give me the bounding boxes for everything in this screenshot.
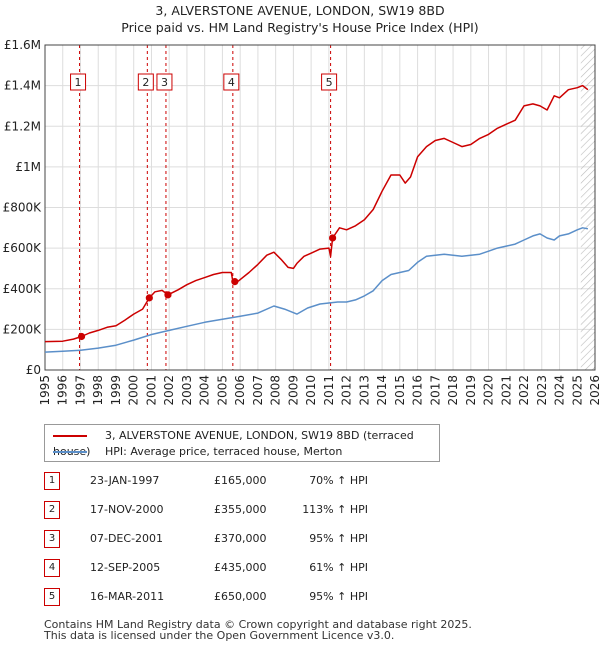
sale-hpi-change: 113% ↑ HPI xyxy=(302,503,368,516)
y-tick-label: £1.6M xyxy=(4,38,41,52)
x-tick-label: 2006 xyxy=(233,375,247,406)
y-tick-label: £200K xyxy=(3,322,43,336)
sale-row-5: 5 16-MAR-2011 £650,000 95% ↑ HPI xyxy=(44,588,464,617)
sale-row-2: 2 17-NOV-2000 £355,000 113% ↑ HPI xyxy=(44,501,464,530)
x-tick-label: 2025 xyxy=(570,375,584,406)
sale-price: £650,000 xyxy=(214,590,267,603)
x-tick-label: 2008 xyxy=(269,375,283,406)
sale-marker-box xyxy=(223,73,240,91)
x-tick-label: 2011 xyxy=(322,375,336,406)
sale-row-1: 1 23-JAN-1997 £165,000 70% ↑ HPI xyxy=(44,472,464,501)
sale-hpi-change: 95% ↑ HPI xyxy=(309,590,368,603)
sales-table: 1 23-JAN-1997 £165,000 70% ↑ HPI 2 17-NO… xyxy=(44,472,464,617)
sale-row-4: 4 12-SEP-2005 £435,000 61% ↑ HPI xyxy=(44,559,464,588)
x-tick-label: 2020 xyxy=(482,375,496,406)
x-tick-label: 2000 xyxy=(127,375,141,406)
hpi-line xyxy=(44,227,589,353)
legend-swatch-hpi xyxy=(53,451,87,453)
x-tick-label: 2003 xyxy=(180,375,194,406)
x-tick-label: 2021 xyxy=(499,375,513,406)
sale-point xyxy=(77,332,86,341)
sale-marker-box xyxy=(137,73,154,91)
sale-price: £355,000 xyxy=(214,503,267,516)
x-tick-label: 1998 xyxy=(91,375,105,406)
sale-marker-box xyxy=(70,73,87,91)
sale-point xyxy=(231,278,239,286)
y-tick-label: £1.2M xyxy=(4,119,41,133)
sale-date: 23-JAN-1997 xyxy=(90,474,160,487)
sale-marker-label: 3 xyxy=(161,76,168,89)
y-tick-label: £400K xyxy=(3,282,43,296)
sale-marker-label: 2 xyxy=(142,76,149,89)
chart-title-line1: 3, ALVERSTONE AVENUE, LONDON, SW19 8BD xyxy=(155,3,445,18)
x-tick-label: 2018 xyxy=(446,375,460,406)
property-price-line xyxy=(44,84,589,343)
x-tick-label: 2023 xyxy=(535,375,549,406)
sale-row-3: 3 07-DEC-2001 £370,000 95% ↑ HPI xyxy=(44,530,464,559)
chart-legend: 3, ALVERSTONE AVENUE, LONDON, SW19 8BD (… xyxy=(44,424,440,462)
footer-credits: Contains HM Land Registry data © Crown c… xyxy=(44,619,472,641)
y-tick-label: £1M xyxy=(15,160,41,174)
x-tick-label: 2007 xyxy=(251,375,265,406)
x-tick-label: 2004 xyxy=(198,375,212,406)
x-tick-label: 2019 xyxy=(464,375,478,406)
x-tick-label: 2012 xyxy=(340,375,354,406)
sale-point xyxy=(164,291,172,299)
x-tick-label: 2016 xyxy=(411,375,425,406)
sale-number-badge: 1 xyxy=(44,472,60,490)
footer-line2: This data is licensed under the Open Gov… xyxy=(44,629,395,642)
sale-number-badge: 3 xyxy=(44,530,60,548)
x-tick-label: 2022 xyxy=(517,375,531,406)
plot-frame xyxy=(44,44,596,371)
x-tick-label: 2017 xyxy=(428,375,442,406)
x-tick-label: 2001 xyxy=(144,375,158,406)
sale-hpi-change: 95% ↑ HPI xyxy=(309,532,368,545)
y-tick-label: £600K xyxy=(3,241,43,255)
sale-point xyxy=(145,294,153,302)
sale-date: 12-SEP-2005 xyxy=(90,561,161,574)
sale-date: 17-NOV-2000 xyxy=(90,503,164,516)
sale-date: 16-MAR-2011 xyxy=(90,590,165,603)
y-tick-label: £800K xyxy=(3,201,43,215)
sale-number-badge: 2 xyxy=(44,501,60,519)
x-tick-label: 2026 xyxy=(588,375,600,406)
footer-line1: Contains HM Land Registry data © Crown c… xyxy=(44,618,472,631)
sale-price: £370,000 xyxy=(214,532,267,545)
sale-number-badge: 4 xyxy=(44,559,60,577)
x-tick-label: 2002 xyxy=(162,375,176,406)
sale-point xyxy=(328,234,337,242)
x-tick-label: 1995 xyxy=(38,375,52,406)
x-tick-label: 2015 xyxy=(393,375,407,406)
sale-price: £435,000 xyxy=(214,561,267,574)
x-tick-label: 1996 xyxy=(56,375,70,406)
sale-marker-box xyxy=(321,73,338,91)
price-chart: 1 2 3 4 5£0£200K£400K£600K£800K£1M£1.2M£1.4M… xyxy=(3,38,600,406)
sale-marker-label: 1 xyxy=(75,76,82,89)
chart-title-line2: Price paid vs. HM Land Registry's House … xyxy=(121,20,479,35)
x-tick-label: 1997 xyxy=(73,375,87,406)
legend-item-property: 3, ALVERSTONE AVENUE, LONDON, SW19 8BD (… xyxy=(53,428,439,458)
y-tick-label: £1.4M xyxy=(4,79,41,93)
chart-title: 3, ALVERSTONE AVENUE, LONDON, SW19 8BD P… xyxy=(0,2,600,36)
x-tick-label: 2005 xyxy=(215,375,229,406)
forecast-hatch-region xyxy=(580,45,595,370)
sale-marker-box xyxy=(156,73,173,91)
x-tick-label: 2014 xyxy=(375,375,389,406)
sale-hpi-change: 61% ↑ HPI xyxy=(309,561,368,574)
sale-marker-label: 5 xyxy=(326,76,333,89)
legend-swatch-property xyxy=(53,435,87,437)
sale-hpi-change: 70% ↑ HPI xyxy=(309,474,368,487)
y-tick-label: £0 xyxy=(26,363,41,377)
x-tick-label: 2010 xyxy=(304,375,318,406)
x-tick-label: 2024 xyxy=(553,375,567,406)
x-tick-label: 1999 xyxy=(109,375,123,406)
legend-label-hpi: HPI: Average price, terraced house, Mert… xyxy=(105,445,343,458)
x-tick-label: 2009 xyxy=(286,375,300,406)
legend-item-hpi: HPI: Average price, terraced house, Mert… xyxy=(53,444,342,460)
sale-number-badge: 5 xyxy=(44,588,60,606)
sale-date: 07-DEC-2001 xyxy=(90,532,164,545)
sale-marker-label: 4 xyxy=(228,76,235,89)
sale-price: £165,000 xyxy=(214,474,267,487)
x-tick-label: 2013 xyxy=(357,375,371,406)
